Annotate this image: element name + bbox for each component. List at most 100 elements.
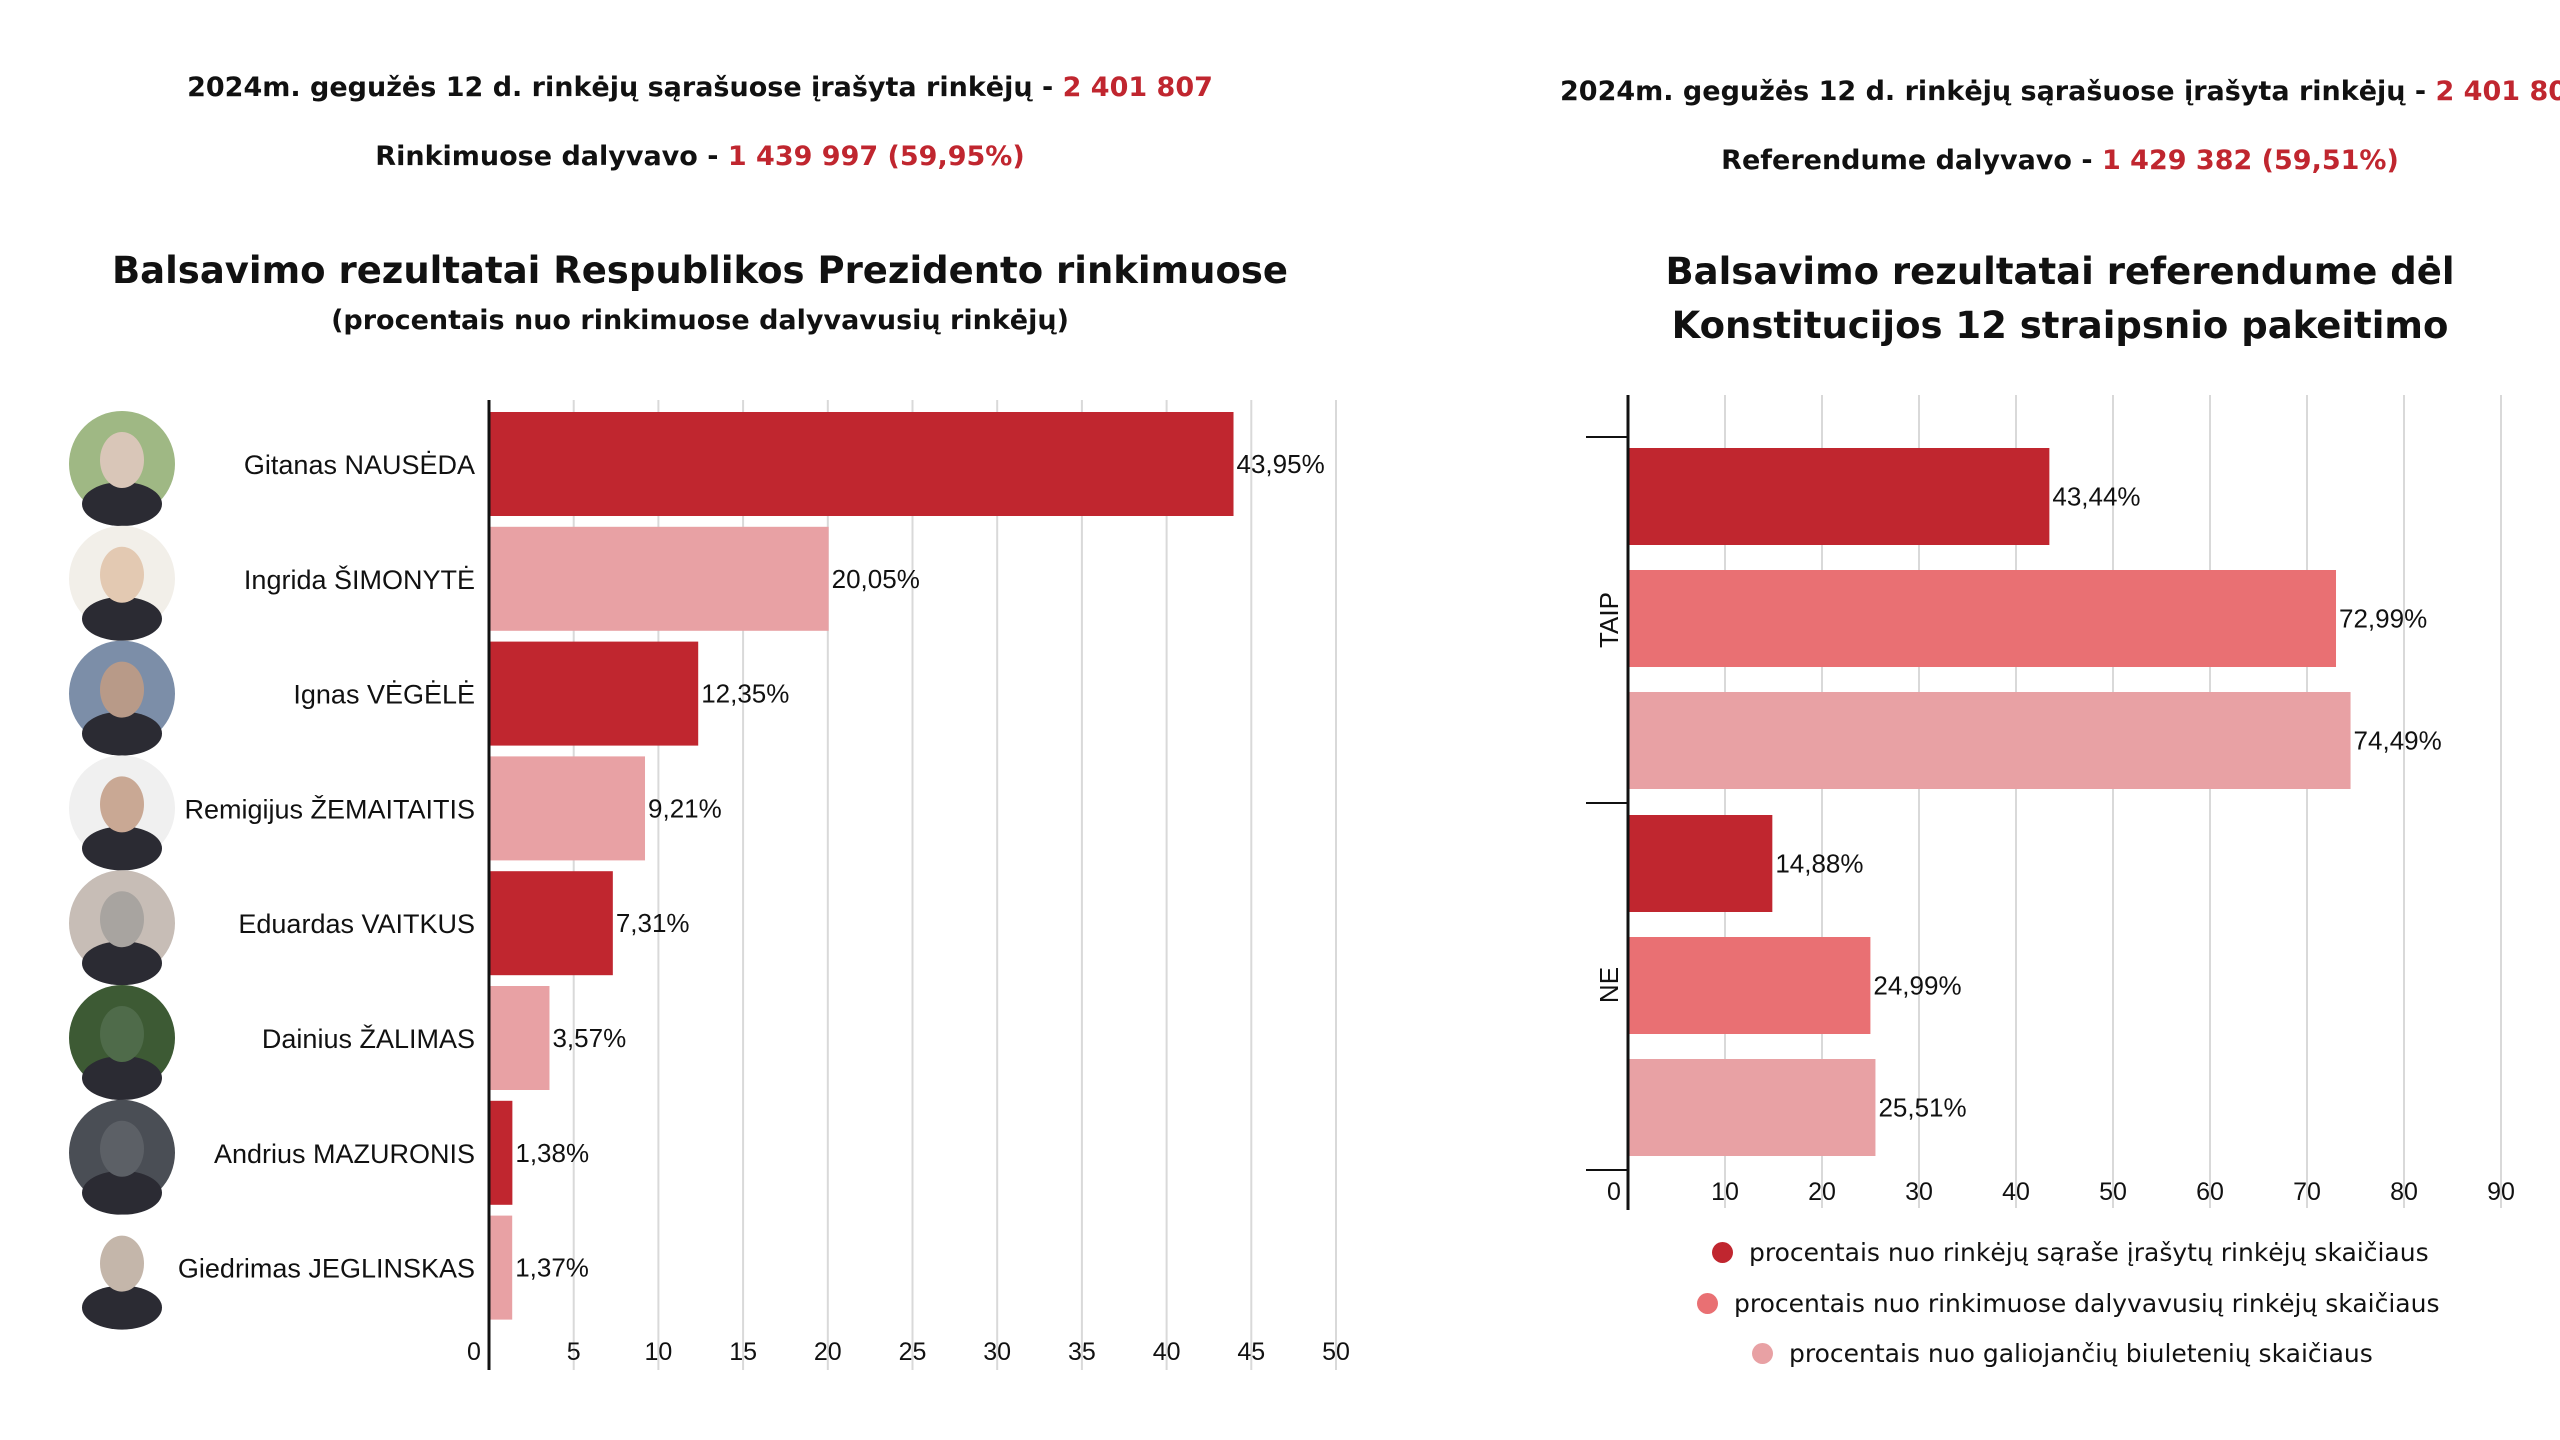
candidate-name: Remigijus ŽEMAITAITIS <box>184 793 475 824</box>
x-tick-label: 40 <box>1153 1338 1181 1366</box>
portrait-shoulders <box>82 1056 162 1100</box>
portrait-shoulders <box>82 1170 162 1215</box>
bar <box>1628 815 1773 912</box>
legend-item: procentais nuo rinkėjų sąraše įrašytų ri… <box>1712 1238 2429 1267</box>
x-tick-label: 90 <box>2487 1178 2515 1206</box>
legend-marker-icon <box>1712 1242 1733 1263</box>
portrait-face <box>100 546 144 603</box>
portrait-shoulders <box>82 826 162 871</box>
portrait-shoulders <box>82 941 162 986</box>
bar-value-label: 43,44% <box>2052 482 2140 512</box>
x-tick-label: 20 <box>1808 1178 1836 1206</box>
candidate-portrait-icon <box>69 755 175 871</box>
candidate-portrait-icon <box>69 411 175 526</box>
legend-label: procentais nuo galiojančių biuletenių sk… <box>1789 1339 2373 1368</box>
bar-value-label: 20,05% <box>832 564 920 594</box>
candidate-name: Gitanas NAUSĖDA <box>244 449 475 480</box>
left-turnout: Rinkimuose dalyvavo - 1 439 997 (59,95%) <box>0 141 1400 172</box>
bar-value-label: 1,37% <box>515 1253 589 1283</box>
portrait-face <box>100 891 144 948</box>
bar <box>489 1215 513 1320</box>
portrait-shoulders <box>82 1285 162 1330</box>
candidate-portrait-icon <box>69 870 175 986</box>
left-turnout-label: Rinkimuose dalyvavo - <box>375 141 728 172</box>
x-tick-label: 70 <box>2293 1178 2321 1206</box>
x-tick-label: 30 <box>983 1338 1011 1366</box>
x-tick-label: 25 <box>899 1338 927 1366</box>
left-registered-label: 2024m. gegužės 12 d. rinkėjų sąrašuose į… <box>187 72 1063 103</box>
bar-value-label: 9,21% <box>648 793 722 823</box>
presidential-results-chart: 43,95% Gitanas NAUSĖDA 20,05% Ingrida ŠIMON… <box>69 400 1350 1370</box>
x-tick-label: 5 <box>567 1338 581 1366</box>
right-turnout: Referendume dalyvavo - 1 429 382 (59,51%… <box>1560 145 2560 176</box>
portrait-face <box>100 776 144 833</box>
left-chart-title: Balsavimo rezultatai Respublikos Prezide… <box>111 249 1289 292</box>
bar <box>489 641 699 746</box>
legend-marker-icon <box>1697 1293 1718 1314</box>
portrait-shoulders <box>82 596 162 641</box>
portrait-face <box>100 1006 144 1062</box>
x-tick-label: 50 <box>1322 1338 1350 1366</box>
candidate-portrait-icon <box>69 985 175 1100</box>
portrait-shoulders <box>82 711 162 756</box>
bar <box>1628 448 2050 545</box>
x-tick-label: 60 <box>2196 1178 2224 1206</box>
legend-item: procentais nuo galiojančių biuletenių sk… <box>1752 1339 2373 1368</box>
candidate-name: Dainius ŽALIMAS <box>262 1023 475 1054</box>
x-tick-label: 0 <box>467 1338 481 1366</box>
legend-item: procentais nuo rinkimuose dalyvavusių ri… <box>1697 1289 2440 1318</box>
bar <box>1628 1059 1876 1156</box>
x-tick-label: 10 <box>1711 1178 1739 1206</box>
x-tick-label: 15 <box>729 1338 757 1366</box>
referendum-results-chart: 43,44% 72,99% 74,49% TAIP 14,88% 24,99% 25,51%… <box>1586 395 2515 1210</box>
bar-value-label: 12,35% <box>701 679 789 709</box>
bar-value-label: 14,88% <box>1775 849 1863 879</box>
x-tick-label: 40 <box>2002 1178 2030 1206</box>
portrait-face <box>100 1120 144 1177</box>
x-tick-label: 80 <box>2390 1178 2418 1206</box>
category-label: NE <box>1594 967 1624 1003</box>
bar-value-label: 24,99% <box>1873 971 1961 1001</box>
bar <box>489 871 613 976</box>
right-registered-voters: 2024m. gegužės 12 d. rinkėjų sąrašuose į… <box>1560 76 2560 107</box>
right-registered-value: 2 401 807 <box>2435 76 2560 107</box>
right-turnout-value: 1 429 382 (59,51%) <box>2101 145 2399 176</box>
x-tick-label: 30 <box>1905 1178 1933 1206</box>
x-tick-label: 35 <box>1068 1338 1096 1366</box>
candidate-name: Eduardas VAITKUS <box>238 909 475 939</box>
candidate-portrait-icon <box>69 525 175 641</box>
legend-label: procentais nuo rinkimuose dalyvavusių ri… <box>1734 1289 2440 1318</box>
right-chart-title-line1: Balsavimo rezultatai referendume dėl <box>1665 250 2455 293</box>
bar <box>1628 937 1871 1034</box>
left-registered-voters: 2024m. gegužės 12 d. rinkėjų sąrašuose į… <box>0 72 1400 103</box>
x-tick-label: 45 <box>1237 1338 1265 1366</box>
bar <box>1628 570 2337 667</box>
bar-value-label: 43,95% <box>1237 449 1325 479</box>
x-tick-label: 0 <box>1607 1178 1621 1206</box>
portrait-face <box>100 661 144 718</box>
candidate-portrait-icon <box>69 1214 175 1330</box>
bar <box>489 1100 513 1205</box>
x-tick-label: 20 <box>814 1338 842 1366</box>
bar <box>489 756 646 861</box>
x-tick-label: 10 <box>644 1338 672 1366</box>
right-registered-label: 2024m. gegužės 12 d. rinkėjų sąrašuose į… <box>1560 76 2436 107</box>
portrait-shoulders <box>82 482 162 526</box>
candidate-portrait-icon <box>69 640 175 756</box>
bar <box>489 986 550 1090</box>
bar-value-label: 3,57% <box>552 1023 626 1053</box>
left-registered-value: 2 401 807 <box>1062 72 1213 103</box>
right-chart-title-line2: Konstitucijos 12 straipsnio pakeitimo <box>1671 304 2449 347</box>
category-label: TAIP <box>1594 592 1624 648</box>
candidate-name: Ignas VĖGĖLĖ <box>293 679 475 710</box>
candidate-portrait-icon <box>69 1099 175 1215</box>
candidate-name: Giedrimas JEGLINSKAS <box>178 1254 475 1284</box>
right-turnout-label: Referendume dalyvavo - <box>1721 145 2102 176</box>
legend-marker-icon <box>1752 1343 1773 1364</box>
bar-value-label: 7,31% <box>616 908 690 938</box>
left-chart-subtitle: (procentais nuo rinkimuose dalyvavusių r… <box>331 305 1069 336</box>
portrait-face <box>100 1235 144 1292</box>
left-turnout-value: 1 439 997 (59,95%) <box>727 141 1025 172</box>
x-tick-label: 50 <box>2099 1178 2127 1206</box>
portrait-face <box>100 432 144 488</box>
